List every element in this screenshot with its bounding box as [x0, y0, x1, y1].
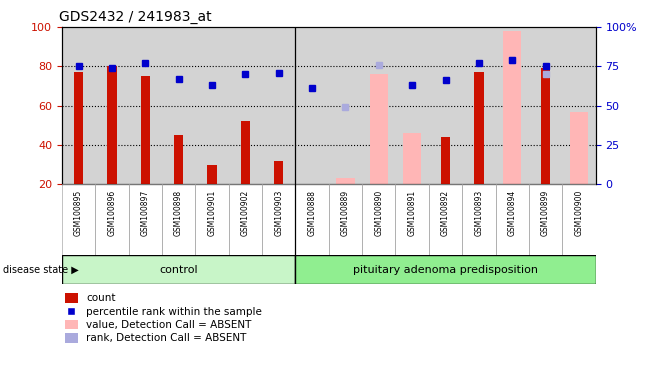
- Text: pituitary adenoma predisposition: pituitary adenoma predisposition: [353, 265, 538, 275]
- Bar: [329, 184, 362, 255]
- Bar: [441, 137, 450, 184]
- Text: GSM100901: GSM100901: [208, 190, 217, 236]
- Bar: [570, 111, 588, 184]
- Text: control: control: [159, 265, 198, 275]
- Bar: [262, 184, 296, 255]
- Text: GSM100895: GSM100895: [74, 190, 83, 236]
- Bar: [274, 161, 283, 184]
- Bar: [95, 184, 129, 255]
- Text: GSM100896: GSM100896: [107, 190, 117, 236]
- Bar: [162, 184, 195, 255]
- Bar: [396, 184, 429, 255]
- Text: GSM100890: GSM100890: [374, 190, 383, 236]
- Text: disease state ▶: disease state ▶: [3, 265, 79, 275]
- Text: GSM100891: GSM100891: [408, 190, 417, 236]
- Text: GSM100899: GSM100899: [541, 190, 550, 236]
- Text: GDS2432 / 241983_at: GDS2432 / 241983_at: [59, 10, 212, 25]
- Text: GSM100902: GSM100902: [241, 190, 250, 236]
- Text: GSM100897: GSM100897: [141, 190, 150, 236]
- Bar: [462, 184, 495, 255]
- Bar: [296, 184, 329, 255]
- Bar: [62, 184, 95, 255]
- Text: GSM100900: GSM100900: [574, 190, 583, 237]
- Bar: [195, 184, 229, 255]
- Bar: [241, 121, 250, 184]
- Bar: [362, 184, 396, 255]
- Bar: [229, 184, 262, 255]
- Bar: [107, 66, 117, 184]
- Bar: [128, 184, 162, 255]
- Bar: [370, 74, 388, 184]
- Bar: [296, 255, 596, 284]
- Bar: [74, 72, 83, 184]
- Bar: [429, 184, 462, 255]
- Text: GSM100893: GSM100893: [475, 190, 484, 236]
- Bar: [562, 184, 596, 255]
- Text: GSM100888: GSM100888: [307, 190, 316, 236]
- Bar: [337, 179, 355, 184]
- Text: GSM100889: GSM100889: [341, 190, 350, 236]
- Bar: [495, 184, 529, 255]
- Bar: [207, 165, 217, 184]
- Bar: [403, 133, 421, 184]
- Bar: [541, 68, 550, 184]
- Bar: [62, 255, 296, 284]
- Bar: [141, 76, 150, 184]
- Bar: [529, 184, 562, 255]
- Text: GSM100892: GSM100892: [441, 190, 450, 236]
- Bar: [174, 135, 184, 184]
- Text: GSM100903: GSM100903: [274, 190, 283, 237]
- Bar: [474, 72, 484, 184]
- Legend: count, percentile rank within the sample, value, Detection Call = ABSENT, rank, : count, percentile rank within the sample…: [65, 293, 262, 344]
- Bar: [503, 31, 521, 184]
- Text: GSM100898: GSM100898: [174, 190, 183, 236]
- Text: GSM100894: GSM100894: [508, 190, 517, 236]
